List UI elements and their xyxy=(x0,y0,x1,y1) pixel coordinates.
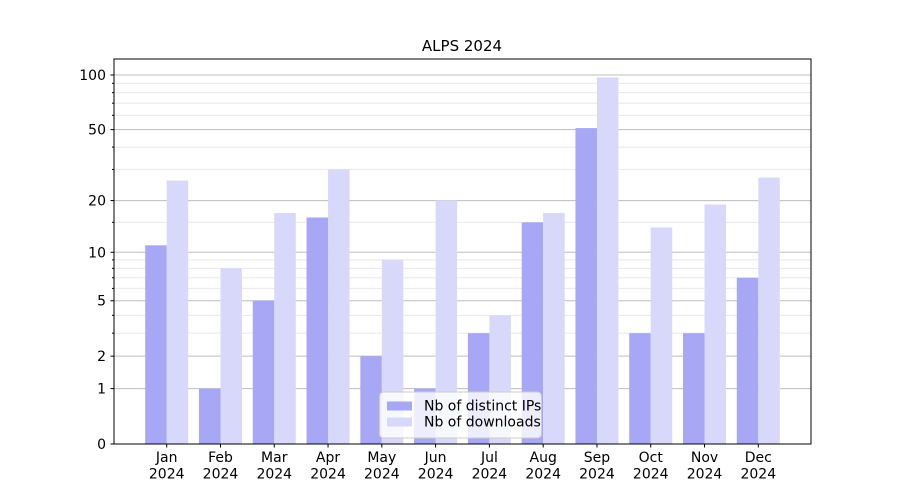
x-tick-label-apr: Apr 2024 xyxy=(310,450,346,483)
bar-may-distinct-ips xyxy=(360,356,382,444)
axes-layer: 0 1 2 5 10 20 50 100 Jan 2024 Feb 2024 Mar 2024 Apr 202… xyxy=(79,68,776,483)
y-tick-label: 10 xyxy=(88,245,106,261)
y-tick-label: 5 xyxy=(97,294,106,310)
bar-jan-distinct-ips xyxy=(145,245,167,444)
x-tick-label-jul: Jul 2024 xyxy=(472,450,508,483)
bar-jan-downloads xyxy=(166,180,189,444)
x-tick-label-aug: Aug 2024 xyxy=(525,450,561,483)
y-tick-label: 50 xyxy=(88,123,106,139)
bar-aug-downloads xyxy=(543,212,565,444)
plot-border xyxy=(113,58,812,445)
y-tick-label: 2 xyxy=(97,349,106,365)
bar-apr-downloads xyxy=(328,169,350,444)
legend-box xyxy=(379,391,542,439)
x-tick-label-jan: Jan 2024 xyxy=(149,450,185,483)
x-tick-label-may: May 2024 xyxy=(364,450,400,483)
x-tick-label-feb: Feb 2024 xyxy=(203,450,239,483)
bar-mar-downloads xyxy=(274,212,296,444)
legend-label-downloads: Nb of downloads xyxy=(424,415,541,431)
bar-feb-distinct-ips xyxy=(198,388,221,444)
y-tick-label: 1 xyxy=(97,382,106,398)
bar-oct-distinct-ips xyxy=(629,333,651,444)
bar-apr-distinct-ips xyxy=(306,217,329,444)
x-tick-label-jun: Jun 2024 xyxy=(418,450,454,483)
bar-mar-distinct-ips xyxy=(252,300,275,444)
x-tick-label-dec: Dec 2024 xyxy=(740,450,776,483)
legend-swatch-distinct-ips xyxy=(387,401,412,411)
bar-sep-downloads xyxy=(596,77,619,444)
bar-dec-downloads xyxy=(758,177,780,444)
bar-jun-downloads xyxy=(435,200,458,444)
bar-oct-downloads xyxy=(650,227,673,444)
chart-title: ALPS 2024 xyxy=(422,37,502,55)
bar-aug-distinct-ips xyxy=(521,222,544,444)
bars-layer xyxy=(145,77,780,444)
legend: Nb of distinct IPs Nb of downloads xyxy=(379,391,542,439)
y-tick-label: 0 xyxy=(97,437,106,453)
x-tick-label-mar: Mar 2024 xyxy=(256,450,292,483)
x-tick-label-nov: Nov 2024 xyxy=(687,450,723,483)
bar-dec-distinct-ips xyxy=(736,277,759,444)
legend-label-distinct-ips: Nb of distinct IPs xyxy=(424,399,541,415)
y-tick-label: 100 xyxy=(79,68,106,84)
bar-sep-distinct-ips xyxy=(575,128,597,444)
x-tick-label-sep: Sep 2024 xyxy=(579,450,615,483)
x-tick-label-oct: Oct 2024 xyxy=(633,450,669,483)
bar-nov-distinct-ips xyxy=(683,333,705,444)
y-tick-label: 20 xyxy=(88,194,106,210)
bar-feb-downloads xyxy=(220,268,242,444)
bar-nov-downloads xyxy=(704,204,727,444)
legend-swatch-downloads xyxy=(387,417,412,427)
